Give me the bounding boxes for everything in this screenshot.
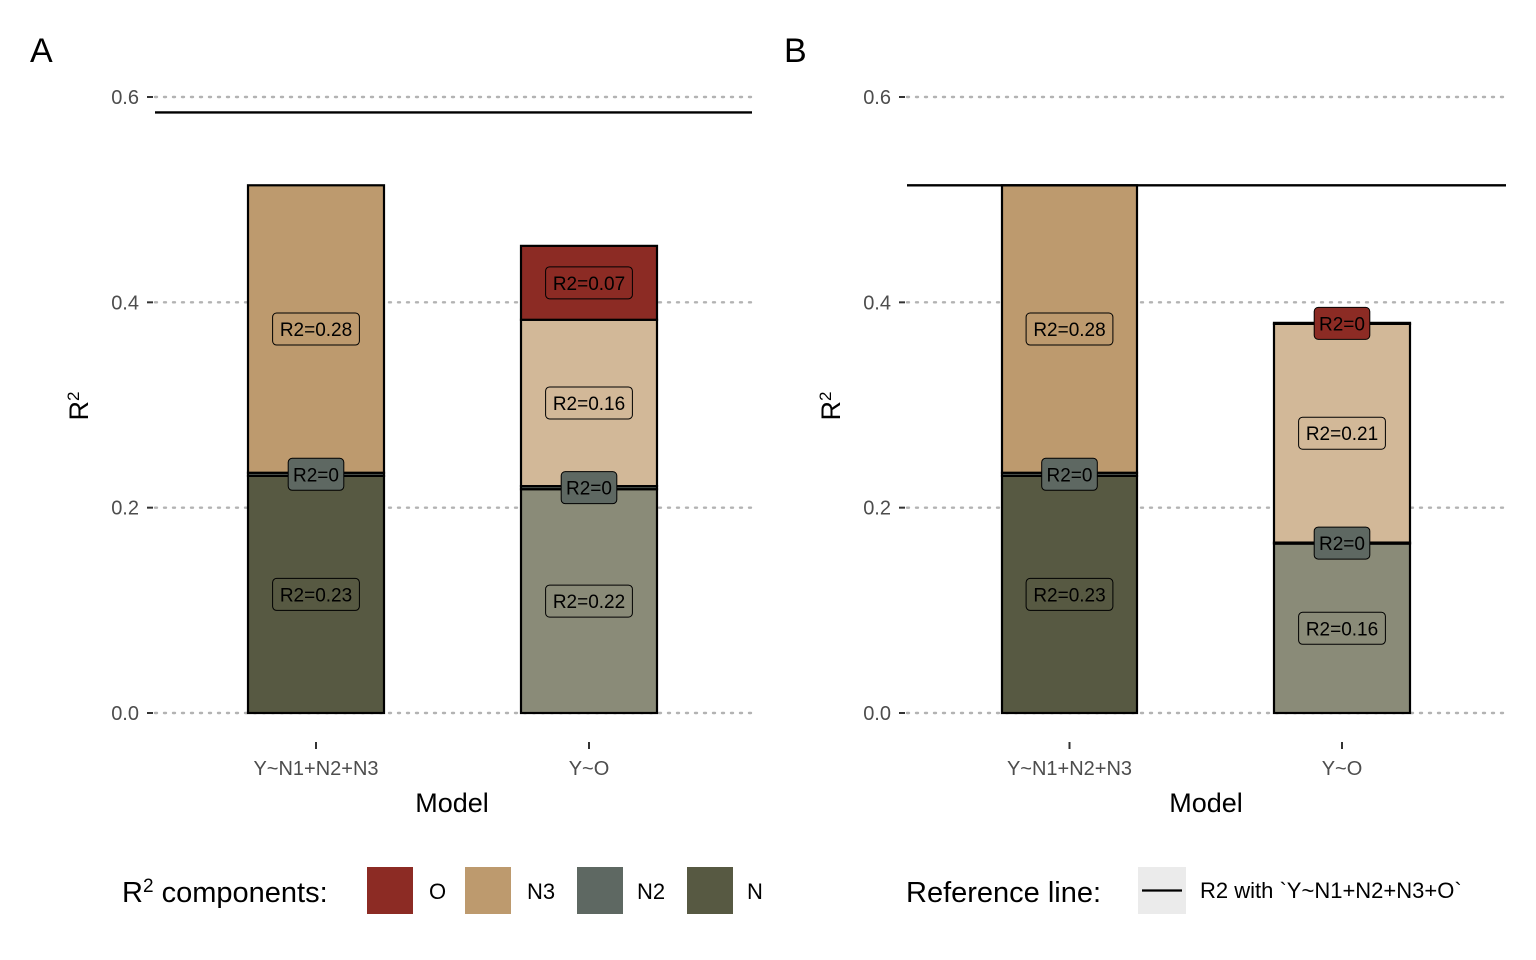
legend-components: R2 components: O N3 N2 N — [122, 867, 763, 914]
legend-swatch-n2 — [577, 867, 623, 914]
panel-b-segment-label: R2=0.23 — [1033, 585, 1105, 606]
panel-a-y-tick-label: 0.0 — [111, 703, 139, 725]
panel-b-segment-label: R2=0 — [1319, 314, 1365, 335]
panel-a: A 0.0 0.2 0.4 0.6 R2=0.23 R2=0 R2=0.28 R2=0.22… — [30, 32, 754, 818]
legend-swatch-n3 — [465, 867, 511, 914]
panel-a-segment-label-box — [272, 312, 360, 346]
panel-a-y-axis-title-base: R — [64, 401, 94, 421]
legend-components-title-sup: 2 — [143, 876, 154, 897]
panel-b-x-axis-title: Model — [1169, 788, 1243, 818]
panel-b-segment-label: R2=0.16 — [1306, 619, 1378, 640]
panel-a-segment-label: R2=0.23 — [280, 585, 352, 606]
panel-b-segment-label: R2=0.21 — [1306, 424, 1378, 445]
panel-a-segment-label: R2=0.16 — [553, 394, 625, 415]
panel-b-y-tick-label: 0.4 — [863, 292, 891, 314]
panel-a-y-tick-label: 0.2 — [111, 498, 139, 520]
panel-a-y-tick-label: 0.4 — [111, 292, 139, 314]
panel-a-segment-label-box — [545, 386, 633, 420]
panel-a-y-axis-title-sup: 2 — [64, 392, 83, 401]
panel-b-segment-label-box — [1041, 457, 1098, 491]
panel-b-segment-label-box — [1313, 306, 1371, 340]
panel-a-y-ticks: 0.0 0.2 0.4 0.6 — [111, 87, 153, 725]
legend-label-o: O — [429, 879, 446, 904]
legend-reference-title: Reference line: — [906, 877, 1101, 909]
panel-b-segment-label-box — [1298, 611, 1386, 645]
panel-a-letter: A — [30, 32, 53, 70]
panel-a-x-axis-title: Model — [415, 788, 489, 818]
panel-b-segment-label: R2=0.28 — [1033, 320, 1105, 341]
panel-b-x-tick-label: Y~N1+N2+N3 — [1007, 758, 1132, 780]
panel-b-y-axis-title-base: R — [816, 401, 846, 421]
panel-a-bars — [246, 184, 659, 715]
panel-a-segment-label-box — [545, 266, 633, 300]
legend-swatch-n — [687, 867, 733, 914]
panel-a-segment-label: R2=0.07 — [553, 274, 625, 295]
panel-a-segment-label: R2=0.22 — [553, 592, 625, 613]
panel-a-y-axis-title: R2 — [64, 392, 95, 421]
panel-a-segment-label: R2=0 — [293, 465, 339, 486]
legend-components-title: R2 components: — [122, 876, 328, 910]
panel-b-segment-label: R2=0 — [1319, 534, 1365, 555]
panel-b-y-tick-label: 0.6 — [863, 87, 891, 109]
legend-components-title-rest: components: — [154, 877, 328, 909]
legend-swatch-o — [367, 867, 413, 914]
panel-a-segment-label-box — [272, 577, 360, 611]
panel-b-y-axis-title-sup: 2 — [816, 392, 835, 401]
panel-a-segment-label-box — [545, 584, 633, 618]
panel-a-segment-label-box — [560, 471, 618, 505]
panel-b-y-ticks: 0.0 0.2 0.4 0.6 — [863, 87, 905, 725]
panel-b: B 0.0 0.2 0.4 0.6 R2=0.23 R2=0 R2=0.28 R2=0.16… — [784, 32, 1508, 818]
panel-b-y-tick-label: 0.2 — [863, 498, 891, 520]
panel-b-grid — [905, 95, 1508, 715]
panel-a-x-tick-label: Y~N1+N2+N3 — [253, 758, 378, 780]
panel-b-y-tick-label: 0.0 — [863, 703, 891, 725]
panel-b-x-tick-label: Y~O — [1322, 758, 1363, 780]
panel-b-x-ticks: Y~N1+N2+N3 Y~O — [1007, 742, 1362, 780]
legend-components-items: O N3 N2 N — [367, 867, 763, 914]
legend-reference-label: R2 with `Y~N1+N2+N3+O` — [1200, 878, 1462, 903]
legend-label-n2: N2 — [637, 879, 665, 904]
panel-b-segment-labels: R2=0.23 R2=0 R2=0.28 R2=0.16 R2=0 R2=0.21 R2=0 — [1025, 306, 1386, 645]
panel-b-segment-label-box — [1025, 577, 1114, 611]
panel-a-x-ticks: Y~N1+N2+N3 Y~O — [253, 742, 609, 780]
panel-b-segment-label-box — [1298, 416, 1386, 450]
legend-label-n3: N3 — [527, 879, 555, 904]
legend-label-n: N — [747, 879, 763, 904]
panel-a-segment-labels: R2=0.23 R2=0 R2=0.28 R2=0.22 R2=0 R2=0.16 R2=0… — [272, 266, 633, 618]
panel-b-segment-label-box — [1313, 526, 1371, 560]
panel-a-segment-label: R2=0.28 — [280, 320, 352, 341]
panel-a-segment-label: R2=0 — [566, 479, 612, 500]
panel-a-grid — [153, 95, 754, 715]
panel-a-y-tick-label: 0.6 — [111, 87, 139, 109]
panel-b-segment-label: R2=0 — [1047, 465, 1093, 486]
legend-reference: Reference line: R2 with `Y~N1+N2+N3+O` — [906, 867, 1462, 914]
panel-b-letter: B — [784, 32, 807, 70]
panel-b-y-axis-title: R2 — [816, 392, 847, 421]
panel-a-x-tick-label: Y~O — [569, 758, 610, 780]
legend-components-title-base: R — [122, 877, 143, 909]
panel-b-segment-label-box — [1025, 312, 1114, 346]
panel-a-segment-label-box — [287, 457, 345, 491]
